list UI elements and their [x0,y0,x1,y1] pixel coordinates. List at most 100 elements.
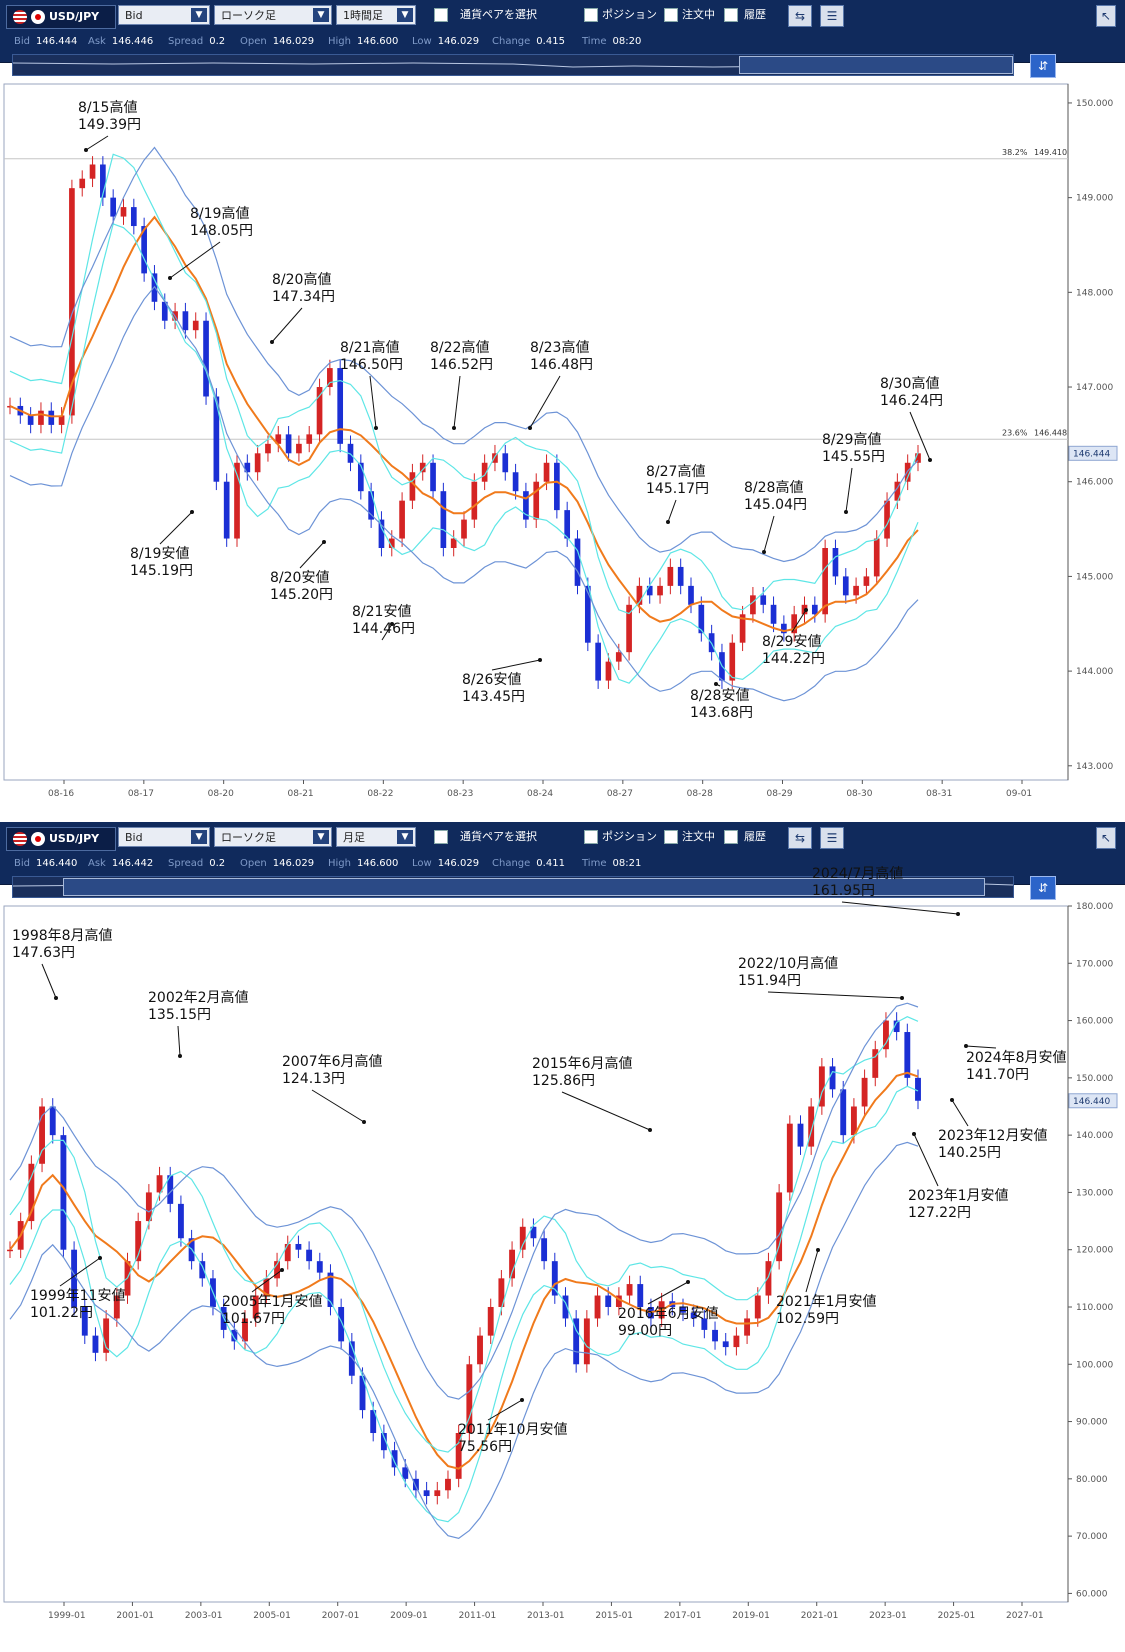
bollinger-band-inner-lower [9,1085,919,1523]
fib-level-label: 38.2% [1002,148,1028,157]
replace-chart-icon[interactable]: ⇆ [788,5,812,27]
open-stat: Open 146.029 [240,36,315,47]
candle-body [244,462,251,473]
annotation-value: 135.15円 [148,1007,211,1023]
annotation-arrowhead [912,1132,916,1136]
candle-body [822,548,828,615]
position-checkbox[interactable] [584,8,598,22]
chart-navigator[interactable] [12,876,1014,898]
annotation-label: 2024年8月安値 [966,1050,1067,1066]
candle-body [275,434,282,444]
annotation-label: 8/28安値 [690,688,749,704]
annotation-arrow [169,241,221,279]
orders-checkbox[interactable] [664,8,678,22]
annotation-value: 124.13円 [282,1071,345,1087]
annotation-arrowhead [390,622,394,626]
candle-body [573,1318,580,1365]
chart-panel-monthly: USD/JPY Bid ▼ ローソク足 ▼ 月足 ▼ 通貨ペアを選択 ポジション 注文… [0,822,1125,1652]
annotation-label: 2023年12月安値 [938,1128,1047,1144]
chart-type-select[interactable]: ローソク足 ▼ [214,5,332,25]
x-tick-label: 08-22 [367,789,393,799]
candle-body [370,1410,377,1434]
detach-window-icon[interactable]: ↖ [1096,5,1116,27]
annotation-value: 143.68円 [690,705,753,721]
detach-window-icon[interactable]: ↖ [1096,827,1116,849]
candle-body [100,164,106,198]
select-pair-checkbox[interactable] [434,8,448,22]
x-tick-label: 08-20 [208,789,234,799]
x-tick-label: 08-30 [846,789,872,799]
candle-body [636,585,643,605]
expand-navigator-icon[interactable]: ⇵ [1030,54,1056,78]
history-checkbox[interactable] [724,8,738,22]
candle-body [915,1077,921,1101]
annotation-arrowhead [928,458,932,462]
pair-label: USD/JPY [49,10,100,23]
navigator-window-handle[interactable] [63,878,985,896]
annotation-arrowhead [178,1054,182,1058]
annotation-arrowhead [956,912,960,916]
candle-body [750,595,756,615]
x-tick-label: 08-16 [48,789,74,799]
candle-body [58,415,65,425]
candle-body [242,1318,248,1342]
position-checkbox[interactable] [584,830,598,844]
candle-body [388,538,395,548]
candle-body [295,1243,302,1250]
candle-body [487,1306,494,1336]
candle-body [434,1490,441,1497]
price-type-select[interactable]: Bid ▼ [118,5,210,25]
candle-body [605,661,612,681]
annotation-label: 2022/10月高値 [738,955,838,972]
annotation-arrowhead [362,1120,366,1124]
annotation-arrowhead [762,550,766,554]
timeframe-select[interactable]: 月足 ▼ [336,827,416,847]
chart-type-select[interactable]: ローソク足 ▼ [214,827,332,847]
annotation-arrowhead [816,1248,820,1252]
annotation-arrow [177,1025,181,1057]
candle-body [252,1295,259,1319]
x-tick-label: 2009-01 [390,1611,428,1621]
orders-checkbox[interactable] [664,830,678,844]
expand-navigator-icon[interactable]: ⇵ [1030,876,1056,900]
navigator-window-handle[interactable] [739,56,1013,74]
chart-navigator[interactable] [12,54,1014,76]
annotation-value: 102.59円 [776,1311,839,1327]
chart-type-value: ローソク足 [221,831,276,844]
bollinger-band-lower [9,285,919,702]
candle-body [502,453,509,473]
select-pair-checkbox[interactable] [434,830,448,844]
candle-body [744,1318,751,1336]
candle-body [161,301,168,321]
y-tick-label: 100.000 [1076,1360,1113,1370]
history-checkbox[interactable] [724,830,738,844]
annotation-arrow [845,467,853,513]
high-stat: High 146.600 [328,858,399,869]
quote-status-bar: Bid 146.444 Ask 146.446 Spread 0.2 Open 146.… [0,34,1125,52]
pair-label: USD/JPY [49,832,100,845]
list-icon[interactable]: ☰ [820,827,844,849]
candle-body [667,566,674,586]
price-type-select[interactable]: Bid ▼ [118,827,210,847]
jp-flag-icon [31,10,45,24]
annotation-arrowhead [666,520,670,524]
timeframe-select[interactable]: 1時間足 ▼ [336,5,416,25]
fib-value-label: 146.448 [1034,428,1067,437]
y-tick-label: 60.000 [1076,1589,1108,1599]
candle-body [156,1175,163,1193]
list-icon[interactable]: ☰ [820,5,844,27]
candle-body [637,1284,644,1307]
annotation-value: 144.46円 [352,621,415,637]
annotation-arrowhead [280,1268,284,1272]
replace-chart-icon[interactable]: ⇆ [788,827,812,849]
annotation-arrowhead [964,1044,968,1048]
currency-pair-selector[interactable]: USD/JPY [6,5,116,29]
y-tick-label: 70.000 [1076,1532,1108,1542]
candle-body [677,566,684,586]
candle-body [722,1341,729,1348]
annotation-arrowhead [686,1280,690,1284]
x-tick-label: 2007-01 [322,1611,360,1621]
currency-pair-selector[interactable]: USD/JPY [6,827,116,851]
y-tick-label: 170.000 [1076,959,1113,969]
annotation-value: 125.86円 [532,1073,595,1089]
